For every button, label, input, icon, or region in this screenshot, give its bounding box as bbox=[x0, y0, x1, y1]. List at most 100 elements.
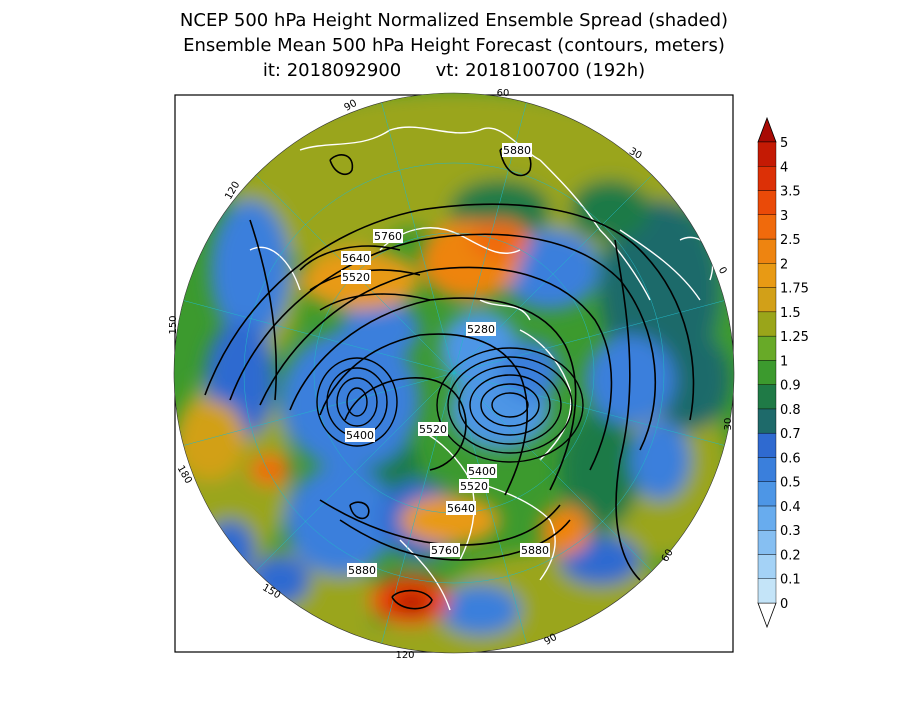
meridian-line bbox=[255, 372, 455, 572]
spread-blob bbox=[540, 505, 590, 555]
height-contour bbox=[259, 266, 613, 471]
legend-label: 0 bbox=[780, 597, 788, 612]
height-contour bbox=[344, 377, 467, 471]
meridian-line bbox=[183, 372, 455, 446]
contour-label-box bbox=[341, 270, 371, 284]
coastline bbox=[469, 479, 556, 581]
height-contour bbox=[491, 392, 529, 418]
height-contour bbox=[436, 347, 584, 463]
contour-label: 5520 bbox=[460, 480, 488, 493]
legend-label: 4 bbox=[780, 160, 788, 175]
spread-blob bbox=[570, 180, 650, 240]
height-contour bbox=[336, 377, 378, 427]
height-contour bbox=[319, 293, 431, 311]
contour-label: 5520 bbox=[342, 271, 370, 284]
contour-label: 5640 bbox=[447, 502, 475, 515]
height-contour bbox=[447, 356, 573, 454]
legend-label: 0.3 bbox=[780, 524, 801, 539]
spread-blob bbox=[650, 330, 730, 430]
spread-blob bbox=[294, 620, 614, 653]
contour-label-box bbox=[520, 543, 550, 557]
coastline bbox=[299, 126, 541, 161]
coastline bbox=[539, 159, 651, 301]
legend-label: 1.25 bbox=[780, 330, 809, 345]
height-contour bbox=[346, 387, 368, 417]
meridian-line bbox=[453, 300, 725, 374]
longitude-label: 0 bbox=[716, 265, 729, 276]
meridian-line bbox=[381, 102, 455, 374]
height-contour bbox=[204, 203, 695, 421]
legend-swatch bbox=[757, 214, 777, 240]
meridian-line bbox=[453, 174, 653, 374]
contour-label: 5640 bbox=[342, 252, 370, 265]
legend-swatch bbox=[757, 530, 777, 555]
contour-label-box bbox=[347, 563, 377, 577]
contour-labels: 5880 5760 5640 5520 5280 5400 5520 5400 5520 5640… bbox=[341, 143, 550, 577]
contour-label: 5880 bbox=[503, 144, 531, 157]
legend-label: 0.2 bbox=[780, 548, 801, 563]
meridian-line bbox=[183, 300, 455, 374]
height-contour bbox=[391, 589, 433, 610]
longitude-label: 30 bbox=[723, 418, 734, 431]
spread-blob bbox=[470, 220, 530, 260]
legend-swatch bbox=[757, 481, 777, 507]
height-contour bbox=[249, 219, 278, 401]
spread-blob bbox=[175, 400, 245, 480]
legend-label: 3 bbox=[780, 209, 788, 224]
legend-label: 1 bbox=[780, 354, 788, 369]
legend-swatch bbox=[757, 141, 777, 167]
legend-label: 0.8 bbox=[780, 403, 801, 418]
legend-lower-arrow bbox=[757, 602, 777, 629]
chart-title: NCEP 500 hPa Height Normalized Ensemble … bbox=[0, 8, 908, 83]
legend-swatch bbox=[757, 311, 777, 337]
height-contour bbox=[229, 233, 657, 451]
contour-label-box bbox=[446, 501, 476, 515]
height-contour bbox=[614, 239, 641, 581]
title-line-1: NCEP 500 hPa Height Normalized Ensemble … bbox=[179, 10, 729, 31]
contour-label: 5760 bbox=[374, 230, 402, 243]
legend-label: 0.4 bbox=[780, 500, 801, 515]
contour-label-box bbox=[373, 229, 403, 243]
legend-swatch bbox=[757, 287, 777, 313]
height-contour bbox=[299, 245, 401, 271]
legend-swatch bbox=[757, 263, 777, 288]
coastline bbox=[479, 299, 531, 321]
spread-blob bbox=[210, 200, 290, 340]
contour-label: 5400 bbox=[468, 465, 496, 478]
contour-label: 5760 bbox=[431, 544, 459, 557]
spread-blob bbox=[560, 410, 640, 530]
legend-swatch bbox=[757, 238, 777, 264]
legend-label: 0.1 bbox=[780, 573, 801, 588]
legend-label: 2 bbox=[780, 257, 788, 272]
legend-label: 1.75 bbox=[780, 282, 809, 297]
spread-blob bbox=[250, 455, 290, 485]
coastline bbox=[399, 539, 451, 611]
legend-swatch bbox=[757, 408, 777, 434]
legend-swatch bbox=[757, 190, 777, 215]
contour-label: 5520 bbox=[419, 423, 447, 436]
legend-swatch bbox=[757, 578, 777, 604]
contour-label-box bbox=[466, 322, 496, 336]
legend-label: 3.5 bbox=[780, 185, 801, 200]
contour-label: 5880 bbox=[348, 564, 376, 577]
contour-label-box bbox=[341, 251, 371, 265]
contour-label-box bbox=[418, 422, 448, 436]
height-contour bbox=[480, 383, 540, 427]
legend-swatch bbox=[757, 505, 777, 531]
contour-label-box bbox=[430, 543, 460, 557]
coastline bbox=[519, 329, 572, 461]
height-contour bbox=[339, 519, 571, 561]
height-contour bbox=[316, 357, 398, 447]
legend-swatch bbox=[757, 554, 777, 579]
legend-label: 0.9 bbox=[780, 379, 801, 394]
longitude-label: 150 bbox=[168, 315, 179, 334]
height-contour bbox=[349, 501, 370, 520]
contour-label: 5400 bbox=[346, 429, 374, 442]
height-contour bbox=[329, 154, 354, 176]
legend-label: 0.7 bbox=[780, 427, 801, 442]
legend-label: 5 bbox=[780, 136, 788, 151]
height-contour bbox=[469, 374, 551, 436]
legend-label: 1.5 bbox=[780, 306, 801, 321]
